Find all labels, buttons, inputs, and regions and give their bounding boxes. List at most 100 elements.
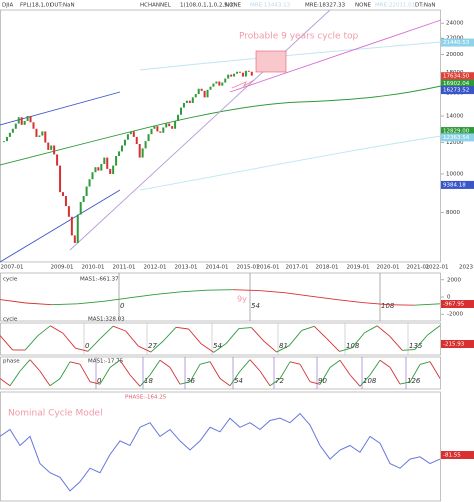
level-box (441, 86, 474, 95)
candle (180, 107, 182, 115)
header-label: NONE (225, 3, 242, 9)
level-label: 9384.18 (443, 182, 466, 188)
candle (141, 148, 144, 158)
oscillator-segment (301, 325, 315, 331)
level-label: -967.95 (443, 302, 465, 308)
oscillator-segment (329, 359, 341, 368)
level-box (441, 72, 474, 81)
oscillator-segment (189, 364, 201, 383)
oscillator-segment (77, 300, 104, 305)
candle (123, 139, 126, 146)
level-box (441, 340, 474, 348)
header-label: FPL(18,1,0) (20, 3, 51, 9)
annotation: 9y (237, 295, 247, 304)
candle (106, 157, 109, 169)
oscillator-segment (238, 327, 252, 330)
oscillator-segment (163, 326, 177, 342)
oscillator-segment (25, 302, 52, 306)
candle (191, 97, 194, 103)
oscillator-segment (75, 347, 89, 352)
oscillator-segment (51, 303, 78, 306)
candle (194, 94, 197, 98)
oscillator-segment (279, 361, 291, 379)
candle (224, 78, 227, 83)
candle (218, 81, 221, 86)
panel-header: PHASE:-164.25 (125, 395, 167, 401)
cycle-marker-label: 135 (409, 342, 423, 350)
candle (103, 157, 106, 164)
x-tick-label: 2012-01 (144, 265, 167, 271)
oscillator-segment (419, 361, 431, 365)
candle (23, 120, 26, 125)
header-label: DJIA (2, 3, 13, 9)
oscillator-segment (339, 359, 351, 375)
x-tick-label: 2017-01 (286, 265, 309, 271)
oscillator-segment (199, 361, 211, 365)
candle (159, 131, 162, 133)
cycle-marker-label: 72 (275, 377, 284, 385)
cycle-marker-label: 54 (251, 302, 260, 310)
candle (209, 86, 212, 90)
oscillator-segment (269, 378, 281, 387)
header-label: 1(108,0,1,1,0,2,5,1) (180, 3, 235, 9)
x-tick-label: 2021-01 (407, 265, 430, 271)
x-tick-label: 2013-01 (175, 265, 198, 271)
candle (62, 192, 64, 197)
oscillator-segment (313, 326, 328, 340)
candle (67, 206, 70, 217)
oscillator-segment (139, 374, 151, 387)
candle (174, 120, 177, 129)
oscillator-segment (289, 361, 301, 365)
oscillator-segment (175, 326, 189, 330)
candle (126, 134, 129, 140)
x-tick-label: 2010-01 (82, 265, 105, 271)
header-label: HCHANNEL (140, 3, 172, 9)
candle (200, 88, 203, 91)
oscillator-segment (389, 335, 403, 351)
level-label: 21440.53 (443, 40, 470, 46)
oscillator-segment (414, 303, 441, 306)
level-label: 12829.00 (443, 129, 470, 135)
cycle-marker-label: 126 (407, 377, 421, 385)
candle (221, 82, 224, 86)
oscillator-segment (9, 370, 21, 387)
candle (236, 71, 239, 74)
oscillator-segment (99, 367, 111, 385)
oscillator-segment (249, 359, 261, 372)
oscillator-segment (179, 381, 191, 385)
oscillator-segment (276, 345, 290, 353)
candle (135, 136, 138, 145)
oscillator-segment (288, 330, 303, 346)
candle (153, 126, 156, 129)
candle (112, 165, 115, 174)
oscillator-segment (402, 349, 415, 351)
candle (50, 145, 53, 150)
candle (241, 72, 244, 77)
cycle-marker-label: 81 (279, 342, 288, 350)
candle (64, 196, 67, 207)
candle (244, 70, 247, 77)
candle (70, 216, 73, 236)
oscillator-segment (0, 299, 26, 304)
panel-mas: MAS1:-17.75 (88, 359, 124, 365)
candle (239, 71, 241, 73)
candle (5, 136, 8, 142)
candle (212, 83, 215, 87)
x-tick-label: 2016-01 (257, 265, 280, 271)
panel-mas: MAS1:-661.37 (80, 277, 119, 283)
oscillator-segment (339, 347, 353, 352)
oscillator-segment (59, 361, 71, 379)
x-tick-label: 2020-01 (377, 265, 400, 271)
oscillator-segment (129, 374, 141, 387)
oscillator-segment (125, 330, 139, 347)
oscillator-segment (37, 325, 51, 337)
oscillator-segment (19, 359, 31, 372)
level-label: 17634.50 (443, 74, 470, 80)
header-label: MRE:22011.01 (375, 3, 415, 9)
candle (150, 128, 153, 135)
candle (177, 114, 180, 121)
oscillator-segment (232, 289, 259, 292)
oscillator-segment (310, 295, 337, 301)
candle (47, 142, 50, 150)
y-tick-label: 0 (447, 295, 451, 301)
